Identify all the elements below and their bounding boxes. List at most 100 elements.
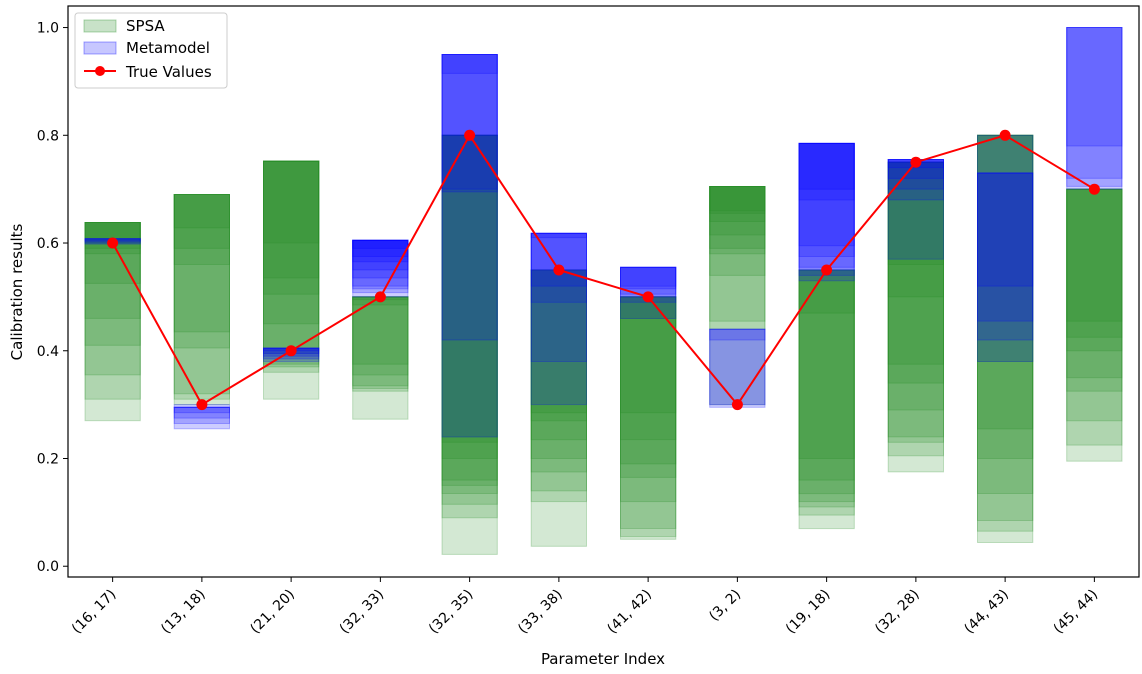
spsa-bar-4-1: [441, 134, 498, 519]
x-tick-label: (41, 42): [604, 587, 655, 638]
spsa-bar-5-6: [530, 269, 588, 422]
spsa-bar-11-7: [1066, 188, 1123, 322]
spsa-bar-5-1: [530, 269, 588, 503]
x-tick-label: (19, 18): [783, 587, 834, 638]
metamodel-bar-3-0: [352, 239, 409, 298]
spsa-bar-2-7: [263, 160, 320, 279]
x-tick-label: (3, 2): [706, 587, 744, 625]
spsa-bar-0-0: [84, 222, 141, 422]
spsa-bar-4-4: [441, 134, 498, 486]
spsa-bar-2-5: [263, 160, 320, 325]
spsa-bar-2-2: [263, 160, 320, 368]
spsa-bar-1-1: [173, 194, 230, 400]
metamodel-bar-8-1: [798, 142, 855, 282]
spsa-bar-6-2: [620, 296, 677, 529]
spsa-bar-4-2: [441, 134, 498, 505]
spsa-bar-8-5: [798, 269, 855, 481]
x-tick-label: (45, 44): [1051, 587, 1102, 638]
spsa-bar-4-7: [441, 134, 498, 443]
metamodel-bar-3-4: [352, 239, 409, 279]
legend-marker-true-values: [95, 66, 105, 76]
plot-frame: [67, 5, 1140, 578]
true-value-point: [107, 237, 119, 249]
spsa-bar-7-9: [709, 186, 766, 212]
metamodel-bar-5-5: [530, 232, 588, 239]
x-tick-label: (13, 18): [158, 587, 209, 638]
spsa-bar-8-0: [798, 269, 855, 530]
metamodel-bar-6-3: [620, 266, 677, 295]
spsa-bar-8-6: [798, 269, 855, 459]
spsa-bar-9-6: [887, 161, 945, 365]
legend-frame: [74, 12, 228, 89]
x-tick-label: (32, 35): [426, 587, 477, 638]
x-tick-label: (21, 20): [247, 587, 298, 638]
spsa-bar-2-4: [263, 160, 320, 354]
metamodel-bar-3-8: [352, 239, 409, 249]
metamodel-bar-8-6: [798, 142, 855, 201]
spsa-bar-3-2: [352, 296, 409, 389]
spsa-bar-4-3: [441, 134, 498, 495]
spsa-bar-5-7: [530, 269, 588, 414]
spsa-bar-1-4: [173, 194, 230, 333]
spsa-bar-9-0: [887, 161, 945, 473]
spsa-bar-6-7: [620, 296, 677, 414]
metamodel-bar-3-1: [352, 239, 409, 294]
spsa-bar-1-2: [173, 194, 230, 395]
legend-label-spsa: SPSA: [126, 17, 165, 35]
metamodel-bar-8-2: [798, 142, 855, 276]
spsa-bar-8-4: [798, 269, 855, 495]
spsa-bar-10-5: [977, 134, 1034, 430]
true-value-point: [731, 399, 743, 411]
spsa-bar-7-7: [709, 186, 766, 222]
x-axis-label: Parameter Index: [541, 650, 665, 668]
legend-label-true-values: True Values: [125, 63, 212, 81]
spsa-bar-9-1: [887, 161, 945, 457]
spsa-bar-2-1: [263, 160, 320, 373]
metamodel-bar-11-2: [1066, 27, 1123, 179]
true-value-point: [821, 264, 833, 276]
metamodel-bar-10-4: [977, 172, 1034, 287]
x-tick-label: (32, 28): [872, 587, 923, 638]
metamodel-bar-8-7: [798, 142, 855, 190]
spsa-bar-9-2: [887, 161, 945, 443]
spsa-bar-2-0: [263, 160, 320, 400]
spsa-bar-1-6: [173, 194, 230, 249]
y-axis-label: Calibration results: [8, 224, 26, 361]
spsa-bar-9-4: [887, 161, 945, 411]
y-axis-ticks: 0.0 0.2 0.4 0.6 0.8 1.0: [37, 21, 68, 575]
metamodel-bar-11-0: [1066, 27, 1123, 190]
metamodel-bar-10-1: [977, 172, 1034, 362]
x-tick-label: (44, 43): [961, 587, 1012, 638]
metamodel-bar-5-2: [530, 232, 588, 406]
true-value-point: [553, 264, 565, 276]
bars-layer: [84, 27, 1123, 555]
metamodel-bar-5-0: [530, 232, 588, 271]
metamodel-bar-4-0: [441, 54, 498, 136]
metamodel-bar-5-1: [530, 232, 588, 362]
spsa-bar-7-1: [709, 186, 766, 330]
spsa-bar-10-2: [977, 134, 1034, 522]
spsa-bar-7-5: [709, 186, 766, 249]
true-value-point: [999, 129, 1011, 141]
spsa-bar-7-2: [709, 186, 766, 322]
y-tick-label: 0.4: [37, 344, 59, 360]
spsa-bar-11-1: [1066, 188, 1123, 446]
spsa-bar-11-2: [1066, 188, 1123, 422]
spsa-bar-8-1: [798, 269, 855, 516]
spsa-bar-1-5: [173, 194, 230, 265]
spsa-bar-6-3: [620, 296, 677, 503]
spsa-bar-5-3: [530, 269, 588, 473]
metamodel-bar-11-3: [1066, 27, 1123, 147]
spsa-bar-6-4: [620, 296, 677, 478]
spsa-bar-10-6: [977, 134, 1034, 362]
metamodel-bar-4-5: [441, 54, 498, 74]
spsa-bar-9-3: [887, 161, 945, 438]
y-tick-label: 0.0: [37, 559, 59, 575]
spsa-bar-2-3: [263, 160, 320, 365]
spsa-bar-6-1: [620, 296, 677, 538]
spsa-bar-9-5: [887, 161, 945, 384]
true-value-point: [1088, 183, 1100, 195]
metamodel-bar-4-2: [441, 54, 498, 341]
x-tick-label: (33, 38): [515, 587, 566, 638]
